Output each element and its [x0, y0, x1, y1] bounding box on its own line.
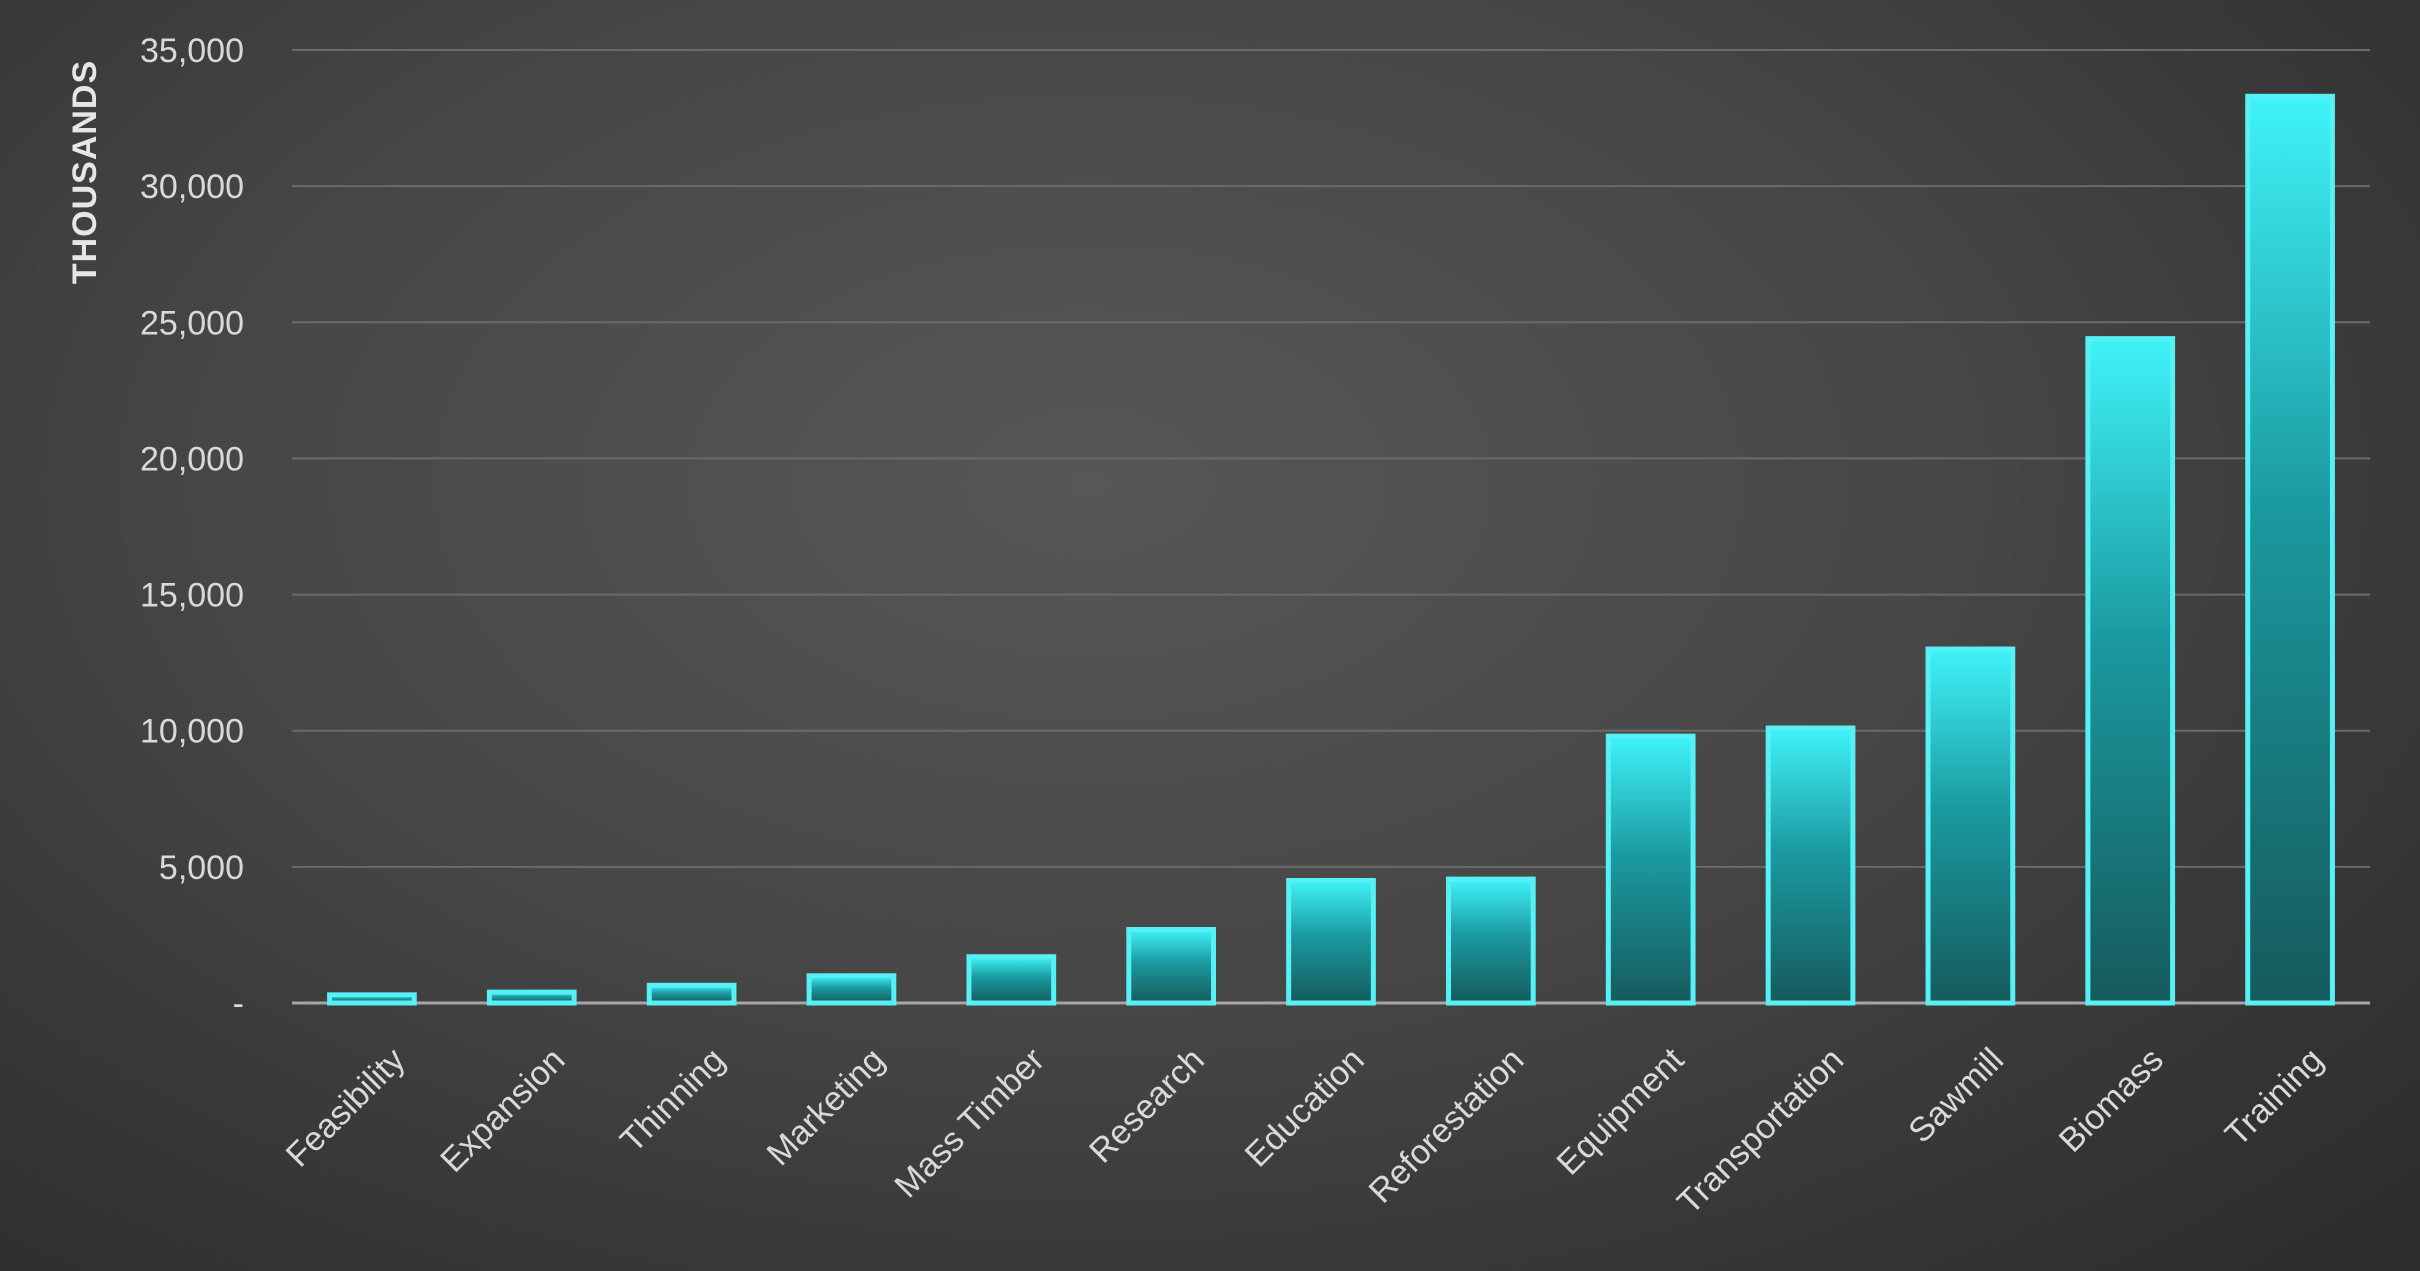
x-tick-label: Education	[1238, 1041, 1372, 1175]
x-tick-label: Mass Timber	[887, 1041, 1051, 1205]
bars	[327, 93, 2335, 1006]
x-tick-label: Thinning	[613, 1041, 732, 1160]
x-tick-label: Reforestation	[1362, 1041, 1532, 1211]
y-tick-label: 20,000	[140, 440, 244, 478]
bar-marketing	[806, 973, 897, 1006]
bar-equipment	[1605, 733, 1696, 1006]
x-tick-label: Marketing	[760, 1041, 892, 1173]
bar-mass-timber	[966, 954, 1057, 1006]
y-tick-label: 35,000	[140, 32, 244, 70]
gridlines	[292, 49, 2370, 1005]
y-tick-label: 30,000	[140, 168, 244, 206]
bar-education	[1286, 877, 1376, 1006]
bar-expansion	[486, 989, 577, 1006]
bar-transportation	[1765, 725, 1856, 1006]
x-tick-label: Feasibility	[279, 1041, 413, 1175]
x-axis-labels: Feasibility Expansion Thinning MarketingMas…	[279, 1040, 2331, 1221]
bar-biomass	[2085, 336, 2176, 1006]
x-tick-label: Equipment	[1550, 1040, 1692, 1182]
bar-sawmill	[1925, 646, 2016, 1006]
x-tick-label: Training	[2218, 1041, 2331, 1154]
y-tick-label: 10,000	[140, 713, 244, 751]
bar-reforestation	[1445, 876, 1536, 1006]
y-tick-label: -	[233, 985, 244, 1023]
bar-feasibility	[327, 992, 417, 1006]
x-tick-label: Research	[1082, 1041, 1212, 1171]
bar-training	[2245, 93, 2335, 1006]
bar-research	[1126, 926, 1217, 1006]
y-tick-label: 25,000	[140, 304, 244, 342]
x-tick-label: Expansion	[433, 1041, 572, 1180]
y-tick-label: 5,000	[159, 849, 244, 887]
y-axis-title: THOUSANDS	[66, 60, 104, 284]
bar-thinning	[646, 982, 737, 1006]
x-tick-label: Transportation	[1670, 1041, 1851, 1222]
y-tick-label: 15,000	[140, 577, 244, 615]
x-tick-label: Biomass	[2052, 1041, 2171, 1160]
y-axis-ticks: - 5,000 10,000 15,000 20,000 25,000 30,000 35,0…	[140, 32, 244, 1023]
x-tick-label: Sawmill	[1901, 1041, 2011, 1151]
